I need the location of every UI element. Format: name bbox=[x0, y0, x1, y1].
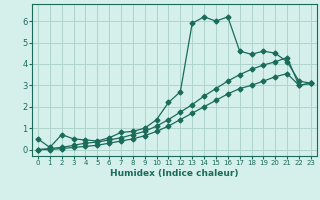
X-axis label: Humidex (Indice chaleur): Humidex (Indice chaleur) bbox=[110, 169, 239, 178]
